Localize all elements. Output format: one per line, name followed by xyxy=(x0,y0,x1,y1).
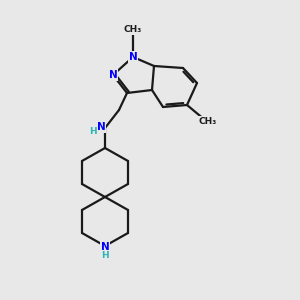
Text: CH₃: CH₃ xyxy=(124,26,142,34)
Text: N: N xyxy=(109,70,117,80)
Text: H: H xyxy=(89,127,97,136)
Text: H: H xyxy=(101,250,109,260)
Text: CH₃: CH₃ xyxy=(199,116,217,125)
Text: N: N xyxy=(129,52,137,62)
Text: N: N xyxy=(100,242,109,252)
Text: N: N xyxy=(97,122,105,132)
